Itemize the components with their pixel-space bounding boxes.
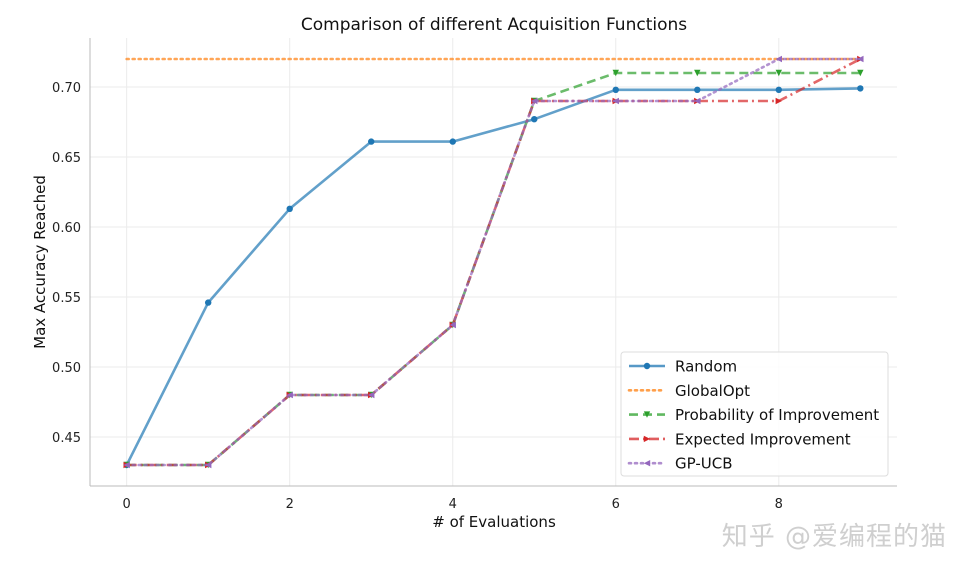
data-point	[694, 69, 701, 77]
series-line	[125, 87, 861, 466]
y-tick-label: 0.45	[52, 431, 81, 446]
legend-label: GlobalOpt	[675, 382, 750, 400]
legend-box	[620, 351, 889, 477]
x-tick-label: 4	[449, 497, 457, 512]
legend: Random GlobalOpt Probability of Improvemen…	[620, 351, 889, 477]
grid	[90, 38, 897, 486]
data-point	[857, 69, 864, 77]
data-point	[612, 69, 619, 77]
data-point	[368, 138, 375, 145]
y-tick-label: 0.70	[52, 81, 81, 96]
data-point	[286, 391, 293, 399]
legend-item: Expected Improvement	[629, 430, 851, 448]
y-tick-label: 0.60	[52, 221, 81, 236]
watermark: 知乎 @爱编程的猫	[721, 522, 947, 552]
legend-marker	[643, 460, 651, 467]
data-point	[775, 55, 783, 63]
x-tick-label: 8	[775, 497, 783, 512]
data-point	[368, 391, 375, 399]
data-point	[449, 138, 456, 145]
data-point	[775, 69, 783, 77]
data-point	[694, 86, 701, 94]
data-point	[857, 85, 864, 92]
series-random	[123, 85, 864, 469]
y-axis-label: Max Accuracy Reached	[31, 175, 49, 349]
x-tick-label: 2	[286, 497, 294, 512]
data-point	[531, 116, 538, 123]
legend-marker	[643, 411, 651, 418]
data-point	[612, 86, 619, 94]
chart-title: Comparison of different Acquisition Func…	[301, 15, 687, 35]
x-tick-label: 0	[123, 497, 131, 512]
y-tick-label: 0.55	[52, 291, 81, 306]
legend-item: GlobalOpt	[627, 382, 750, 400]
y-tick-label: 0.65	[52, 151, 81, 166]
data-point	[612, 97, 619, 105]
data-point	[286, 205, 293, 212]
data-point	[857, 55, 864, 63]
series-line	[125, 57, 862, 467]
legend-label: Expected Improvement	[675, 430, 851, 448]
data-point	[123, 461, 130, 469]
legend-label: GP-UCB	[675, 455, 733, 473]
data-point	[775, 86, 783, 94]
series-group	[123, 55, 864, 469]
data-point	[694, 97, 701, 105]
legend-item: GP-UCB	[627, 455, 733, 473]
legend-label: Random	[675, 358, 737, 376]
y-tick-label: 0.50	[52, 361, 81, 376]
data-point	[204, 461, 212, 469]
axes: 0 2 4 6 8 0.45 0.50 0.55 0.60 0.65 0.70	[52, 38, 897, 512]
data-point	[775, 97, 783, 105]
series-gp-ucb	[123, 55, 864, 469]
x-tick-label: 6	[612, 497, 620, 512]
x-axis-label: # of Evaluations	[432, 513, 556, 531]
legend-item: Random	[629, 358, 737, 376]
legend-marker	[643, 435, 651, 443]
data-point	[204, 299, 212, 306]
data-point	[531, 97, 538, 105]
legend-item: Probability of Improvement	[629, 406, 879, 424]
data-point	[449, 321, 456, 329]
legend-label: Probability of Improvement	[675, 406, 879, 424]
legend-marker	[643, 362, 651, 370]
